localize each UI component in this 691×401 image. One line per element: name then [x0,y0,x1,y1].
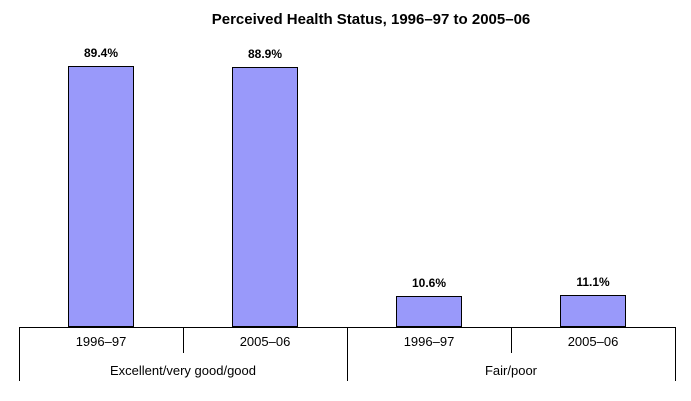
axis-tick-group [347,327,348,381]
x-axis-group-label: Fair/poor [484,363,538,378]
axis-tick-group [19,327,20,381]
bar [232,67,298,327]
bar-value-label: 89.4% [83,45,119,60]
bar-value-label: 88.9% [247,47,283,62]
chart-title: Perceived Health Status, 1996–97 to 2005… [211,11,531,28]
bar [560,294,626,327]
bar-value-label: 11.1% [576,274,610,289]
bar [396,296,462,327]
x-axis-category-label: 2005–06 [239,334,291,349]
bar [68,65,134,327]
x-axis-category-label: 2005–06 [567,334,619,349]
x-axis-category-label: 1996–97 [403,334,455,349]
axis-tick-category [183,327,184,353]
axis-tick-category [511,327,512,353]
x-axis-group-label: Excellent/very good/good [110,363,256,378]
bar-value-label: 10.6% [411,276,447,291]
axis-tick-group [675,327,676,381]
x-axis-category-label: 1996–97 [75,334,127,349]
